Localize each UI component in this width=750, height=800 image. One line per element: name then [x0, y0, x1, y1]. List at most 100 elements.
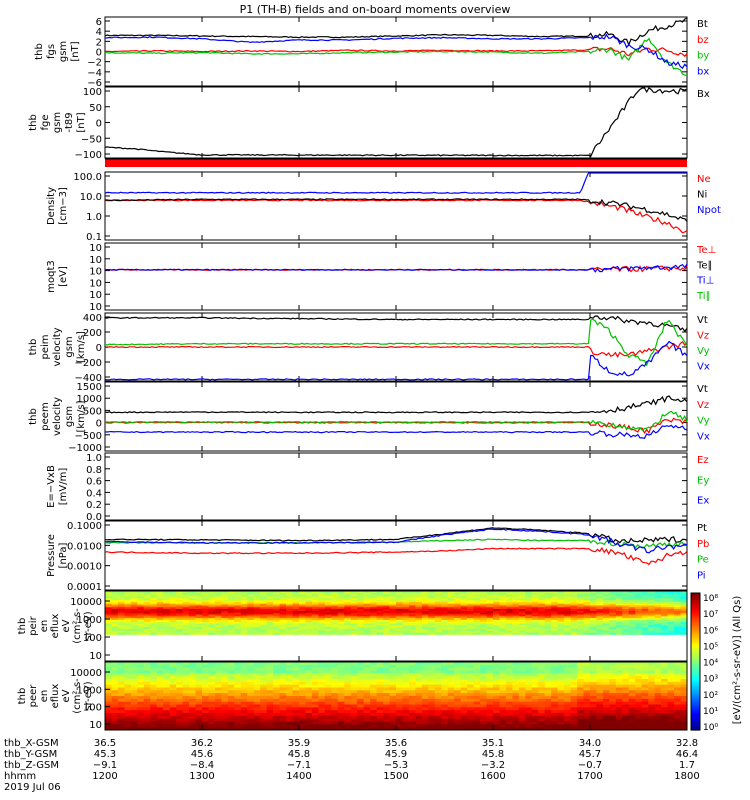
- heat-cell: [402, 603, 410, 606]
- heat-cell: [370, 596, 378, 599]
- heat-cell: [279, 621, 287, 625]
- heat-cell: [214, 625, 222, 628]
- heat-cell: [273, 601, 281, 605]
- heat-cell: [480, 596, 488, 599]
- heat-cell: [531, 632, 539, 635]
- heat-cell: [363, 664, 371, 669]
- heat-cell: [609, 681, 617, 686]
- heat-cell: [512, 596, 520, 599]
- heat-cell: [564, 630, 572, 634]
- heat-cell: [486, 667, 494, 671]
- heat-cell: [150, 727, 158, 731]
- heat-cell: [505, 690, 513, 694]
- heat-cell: [247, 727, 255, 731]
- heat-cell: [208, 603, 216, 606]
- heat-cell: [499, 673, 507, 677]
- heat-cell: [117, 727, 125, 731]
- heat-cell: [176, 609, 184, 612]
- heat-cell: [473, 715, 481, 720]
- heat-cell: [622, 698, 630, 703]
- heat-cell: [163, 679, 171, 683]
- heat-cell: [292, 679, 300, 683]
- heat-cell: [143, 591, 151, 594]
- heat-cell: [117, 592, 125, 596]
- heat-cell: [460, 667, 468, 671]
- heat-cell: [421, 707, 429, 711]
- heat-cell: [286, 707, 294, 711]
- heat-cell: [486, 718, 494, 722]
- heat-cell: [111, 676, 119, 680]
- heat-cell: [531, 619, 539, 623]
- heat-cell: [596, 618, 604, 621]
- heat-cell: [428, 662, 436, 666]
- heat-cell: [337, 684, 345, 688]
- heat-cell: [318, 721, 326, 725]
- heat-cell: [227, 667, 235, 671]
- colorbar-tick: 10⁷: [703, 610, 718, 620]
- heat-cell: [202, 628, 209, 632]
- heat-cell: [221, 721, 229, 725]
- heat-cell: [602, 664, 610, 669]
- heat-cell: [628, 632, 636, 635]
- heat-cell: [428, 616, 436, 619]
- heat-cell: [202, 713, 209, 717]
- heat-cell: [447, 603, 455, 606]
- heat-cell: [635, 710, 643, 714]
- heat-cell: [493, 701, 500, 705]
- heat-cell: [428, 676, 436, 680]
- heat-cell: [544, 727, 552, 731]
- heat-cell: [460, 693, 468, 697]
- heat-cell: [434, 684, 442, 688]
- heat-cell: [324, 679, 332, 683]
- heat-cell: [324, 632, 332, 635]
- heat-cell: [596, 670, 604, 674]
- heat-cell: [299, 727, 306, 731]
- heat-cell: [195, 592, 203, 596]
- heat-cell: [189, 614, 197, 617]
- heat-cell: [169, 616, 177, 619]
- heat-cell: [253, 664, 261, 669]
- heat-cell: [396, 609, 403, 612]
- heat-cell: [279, 667, 287, 671]
- heat-cell: [344, 710, 352, 714]
- heat-cell: [505, 616, 513, 619]
- heat-cell: [247, 610, 255, 614]
- heat-cell: [150, 601, 158, 605]
- heat-cell: [564, 612, 572, 616]
- heat-cell: [156, 667, 164, 671]
- heat-cell: [551, 687, 559, 691]
- heat-cell: [628, 696, 636, 700]
- heat-cell: [337, 601, 345, 605]
- heat-cell: [117, 687, 125, 691]
- heat-cell: [363, 681, 371, 686]
- heat-cell: [182, 710, 190, 714]
- heat-cell: [143, 696, 151, 700]
- heat-cell: [402, 670, 410, 674]
- heat-cell: [480, 607, 488, 610]
- heat-cell: [499, 596, 507, 599]
- heat-cell: [195, 681, 203, 686]
- heat-cell: [137, 721, 145, 725]
- red-strip: [105, 159, 687, 167]
- heat-cell: [505, 610, 513, 614]
- heat-cell: [266, 696, 274, 700]
- heat-cell: [680, 704, 688, 708]
- heat-cell: [195, 612, 203, 616]
- heat-cell: [628, 621, 636, 625]
- heat-cell: [473, 612, 481, 616]
- heat-cell: [648, 609, 656, 612]
- heat-cell: [195, 727, 203, 731]
- heat-cell: [311, 628, 319, 632]
- heat-cell: [648, 721, 656, 725]
- heat-cell: [654, 690, 662, 694]
- heat-cell: [150, 704, 158, 708]
- heat-cell: [273, 701, 281, 705]
- heat-cell: [493, 693, 500, 697]
- heat-cell: [240, 609, 248, 612]
- heat-cell: [564, 621, 572, 625]
- y-tick-label: 0.0100: [67, 541, 102, 552]
- heat-cell: [299, 603, 306, 606]
- heat-cell: [383, 707, 391, 711]
- heat-cell: [473, 619, 481, 623]
- heat-cell: [622, 625, 630, 628]
